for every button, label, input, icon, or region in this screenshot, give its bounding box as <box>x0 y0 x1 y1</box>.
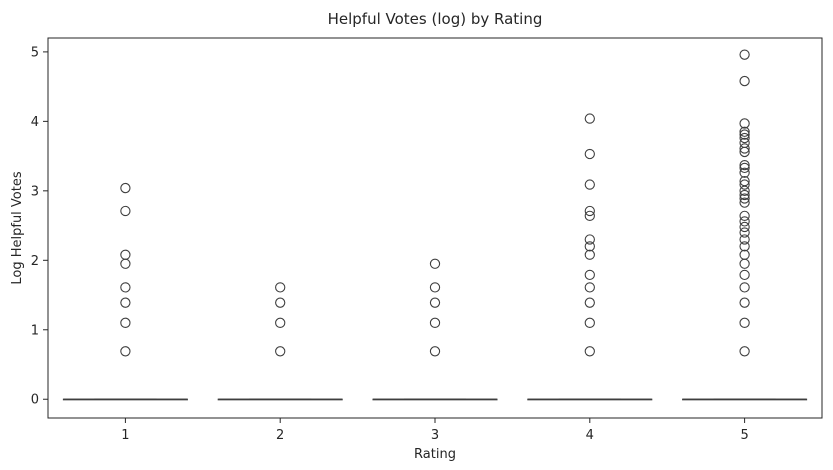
outlier-point <box>429 346 441 357</box>
outlier-point <box>120 317 131 328</box>
outlier-point <box>120 346 131 357</box>
box-group-rating-1 <box>62 182 188 401</box>
outlier-point <box>275 297 286 308</box>
plot-frame <box>47 37 823 419</box>
outlier-point <box>739 132 750 144</box>
outlier-point <box>739 317 750 328</box>
chart-title: Helpful Votes (log) by Rating <box>328 10 543 28</box>
outlier-point <box>739 143 750 154</box>
box-group-rating-4 <box>527 113 653 401</box>
y-tick-label: 4 <box>31 115 39 130</box>
outlier-point <box>584 205 595 217</box>
outlier-point <box>584 269 595 281</box>
outlier-point <box>739 126 750 137</box>
outlier-point <box>429 317 441 328</box>
outlier-point <box>739 269 750 281</box>
outlier-point <box>120 182 131 194</box>
outlier-point <box>275 282 286 293</box>
outlier-point <box>584 234 595 245</box>
outlier-point <box>584 249 595 260</box>
outlier-point <box>739 234 750 245</box>
outlier-point <box>739 346 750 357</box>
box-group-rating-2 <box>217 282 343 401</box>
outlier-point <box>739 118 750 129</box>
x-tick-label: 5 <box>740 428 748 443</box>
outlier-point <box>739 258 750 269</box>
outlier-point <box>739 49 750 60</box>
outlier-point <box>120 258 131 269</box>
outlier-point <box>739 175 750 187</box>
box-group-rating-5 <box>682 49 808 401</box>
outlier-point <box>584 317 595 328</box>
outlier-point <box>584 297 595 308</box>
outlier-point <box>584 282 595 293</box>
y-axis-title: Log Helpful Votes <box>10 171 25 284</box>
y-tick-label: 2 <box>31 254 39 269</box>
outlier-point <box>120 282 131 293</box>
outlier-point <box>739 179 750 190</box>
outlier-point <box>429 258 441 269</box>
outlier-point <box>739 159 750 171</box>
y-tick-label: 5 <box>31 45 39 60</box>
outlier-point <box>739 129 750 140</box>
box-group-rating-3 <box>372 258 498 401</box>
outlier-point <box>739 210 750 221</box>
outlier-point <box>584 346 595 357</box>
outlier-point <box>120 297 131 308</box>
outlier-point <box>739 282 750 293</box>
outlier-point <box>739 216 750 227</box>
y-tick-label: 1 <box>31 323 39 338</box>
y-tick-label: 3 <box>31 184 39 199</box>
outlier-point <box>584 241 595 252</box>
outlier-point <box>739 162 750 174</box>
outlier-point <box>429 297 441 308</box>
x-axis-title: Rating <box>414 447 456 462</box>
outlier-point <box>739 189 750 201</box>
outlier-point <box>739 297 750 308</box>
y-tick-label: 0 <box>31 393 39 408</box>
x-tick-label: 2 <box>276 428 284 443</box>
outlier-point <box>739 241 750 252</box>
x-tick-label: 3 <box>431 428 439 443</box>
outlier-point <box>739 167 750 178</box>
outlier-point <box>739 193 750 204</box>
outlier-point <box>275 346 286 357</box>
outlier-point <box>739 227 750 238</box>
outlier-point <box>120 249 131 260</box>
outlier-point <box>739 137 750 149</box>
outlier-point <box>739 197 750 208</box>
outlier-point <box>429 282 441 293</box>
outlier-point <box>584 148 595 160</box>
outlier-point <box>584 179 595 190</box>
outlier-point <box>120 205 131 217</box>
x-tick-label: 4 <box>586 428 594 443</box>
outlier-point <box>584 210 595 221</box>
x-tick-label: 1 <box>121 428 129 443</box>
outlier-point <box>739 221 750 233</box>
outlier-point <box>739 75 750 87</box>
outlier-point <box>275 317 286 328</box>
outlier-point <box>739 249 750 260</box>
outlier-point <box>584 113 595 124</box>
